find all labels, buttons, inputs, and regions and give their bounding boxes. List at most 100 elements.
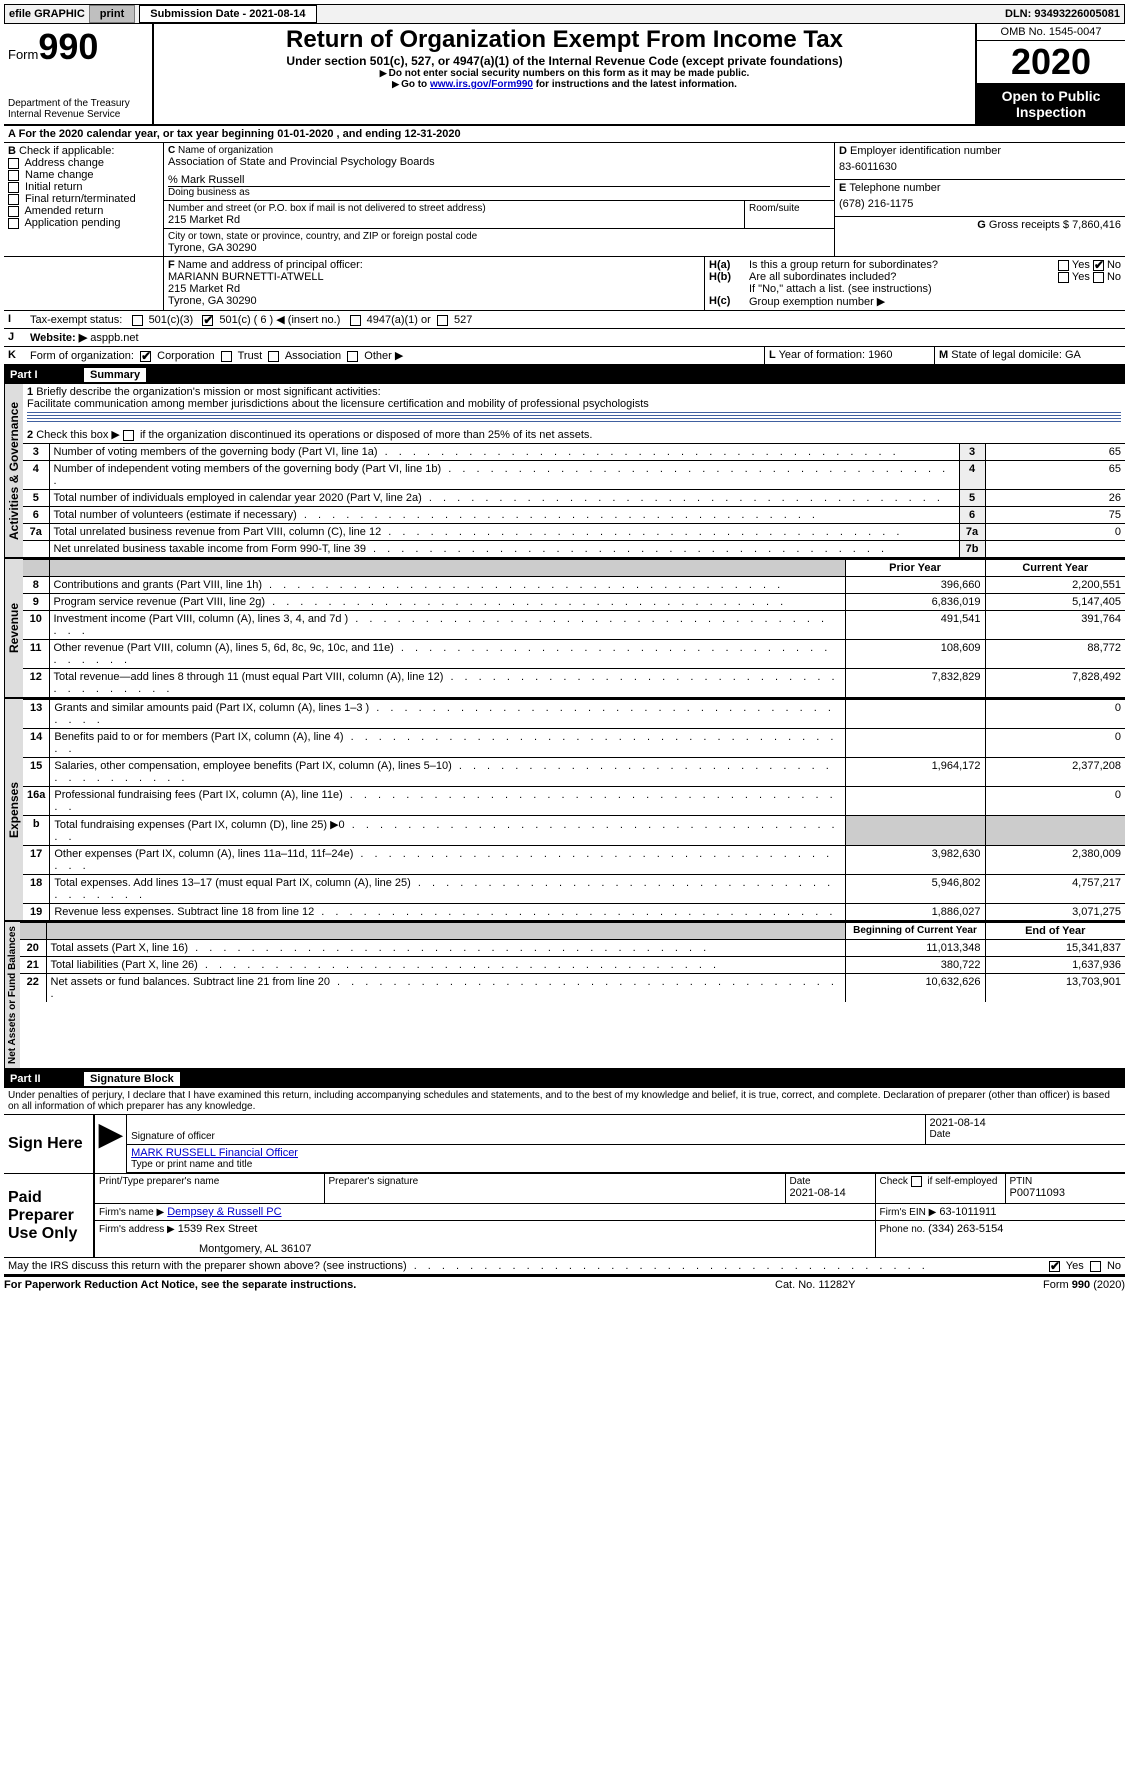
vlabel-activities: Activities & Governance bbox=[4, 384, 23, 557]
summary-row: Net unrelated business taxable income fr… bbox=[23, 541, 1125, 558]
summary-row: 7aTotal unrelated business revenue from … bbox=[23, 524, 1125, 541]
dept-label: Department of the Treasury Internal Reve… bbox=[8, 98, 148, 120]
ha-text: Is this a group return for subordinates? bbox=[749, 259, 1058, 271]
summary-row: 13Grants and similar amounts paid (Part … bbox=[23, 700, 1125, 729]
summary-row: 4Number of independent voting members of… bbox=[23, 461, 1125, 490]
vlabel-expenses: Expenses bbox=[4, 699, 23, 920]
501c3-checkbox[interactable] bbox=[132, 315, 143, 326]
tax-year: 2020 bbox=[977, 41, 1125, 84]
self-employed-checkbox[interactable] bbox=[911, 1176, 922, 1187]
room-label: Room/suite bbox=[744, 201, 834, 228]
vlabel-netassets: Net Assets or Fund Balances bbox=[4, 922, 20, 1068]
paperwork-notice: For Paperwork Reduction Act Notice, see … bbox=[4, 1279, 775, 1291]
boxK-label: Form of organization: bbox=[30, 350, 134, 362]
boxF-label: Name and address of principal officer: bbox=[178, 259, 363, 271]
org-city: Tyrone, GA 30290 bbox=[168, 242, 830, 254]
boxB-checkbox[interactable] bbox=[8, 182, 19, 193]
ha-yes-checkbox[interactable] bbox=[1058, 260, 1069, 271]
corp-checkbox[interactable] bbox=[140, 351, 151, 362]
boxB-item: Name change bbox=[8, 169, 159, 181]
ptin: P00711093 bbox=[1010, 1187, 1122, 1199]
form-footer: Form 990 (2020) bbox=[975, 1279, 1125, 1291]
gross-receipts: 7,860,416 bbox=[1072, 219, 1121, 231]
hb-yes-checkbox[interactable] bbox=[1058, 272, 1069, 283]
efile-label: efile GRAPHIC bbox=[5, 8, 85, 20]
perjury-declaration: Under penalties of perjury, I declare th… bbox=[4, 1088, 1125, 1115]
form990-link[interactable]: www.irs.gov/Form990 bbox=[430, 79, 533, 90]
other-checkbox[interactable] bbox=[347, 351, 358, 362]
officer-addr1: 215 Market Rd bbox=[168, 283, 700, 295]
boxB-title: Check if applicable: bbox=[19, 145, 114, 157]
tax-period: A For the 2020 calendar year, or tax yea… bbox=[4, 126, 1125, 143]
boxB-checkbox[interactable] bbox=[8, 158, 19, 169]
501c-checkbox[interactable] bbox=[202, 315, 213, 326]
submission-date: Submission Date - 2021-08-14 bbox=[139, 5, 316, 23]
hb-text: Are all subordinates included? bbox=[749, 271, 1058, 283]
summary-row: 10Investment income (Part VIII, column (… bbox=[23, 611, 1125, 640]
form-number: 990 bbox=[38, 26, 98, 67]
officer-name-title[interactable]: MARK RUSSELL Financial Officer bbox=[131, 1147, 1121, 1159]
form-word: Form bbox=[8, 47, 38, 62]
open-public-badge: Open to Public Inspection bbox=[977, 84, 1125, 124]
q1-label: Briefly describe the organization's miss… bbox=[36, 386, 380, 398]
prep-date: 2021-08-14 bbox=[790, 1187, 871, 1199]
boxB-checkbox[interactable] bbox=[8, 218, 19, 229]
discuss-text: May the IRS discuss this return with the… bbox=[8, 1260, 407, 1272]
dba-label: Doing business as bbox=[168, 187, 830, 198]
527-checkbox[interactable] bbox=[437, 315, 448, 326]
summary-row: 8Contributions and grants (Part VIII, li… bbox=[23, 577, 1125, 594]
officer-addr2: Tyrone, GA 30290 bbox=[168, 295, 700, 307]
print-button[interactable]: print bbox=[89, 5, 135, 23]
boxG-label: Gross receipts $ bbox=[989, 219, 1069, 231]
summary-row: 15Salaries, other compensation, employee… bbox=[23, 758, 1125, 787]
boxC-name-label: Name of organization bbox=[178, 145, 273, 156]
note-ssn: Do not enter social security numbers on … bbox=[389, 68, 750, 79]
website: asppb.net bbox=[90, 332, 138, 344]
boxB-checkbox[interactable] bbox=[8, 170, 19, 181]
summary-row: 20Total assets (Part X, line 16)11,013,3… bbox=[20, 940, 1125, 957]
dln-label: DLN: 93493226005081 bbox=[1005, 8, 1124, 20]
note-goto-b: for instructions and the latest informat… bbox=[533, 79, 737, 90]
hb-note: If "No," attach a list. (see instruction… bbox=[709, 283, 1121, 295]
vlabel-revenue: Revenue bbox=[4, 559, 23, 697]
summary-row: 9Program service revenue (Part VIII, lin… bbox=[23, 594, 1125, 611]
signature-table: Sign Here ▶ Signature of officer 2021-08… bbox=[4, 1115, 1125, 1173]
sig-officer-label: Signature of officer bbox=[131, 1131, 920, 1142]
paid-preparer-label: Paid Preparer Use Only bbox=[4, 1174, 94, 1258]
summary-row: 22Net assets or fund balances. Subtract … bbox=[20, 974, 1125, 1003]
city-label: City or town, state or province, country… bbox=[168, 231, 830, 242]
part1-header: Part I Summary bbox=[4, 366, 1125, 384]
hb-no-checkbox[interactable] bbox=[1093, 272, 1104, 283]
firm-ein: 63-1011911 bbox=[939, 1206, 996, 1218]
trust-checkbox[interactable] bbox=[221, 351, 232, 362]
boxB-item: Amended return bbox=[8, 205, 159, 217]
part2-header: Part II Signature Block bbox=[4, 1070, 1125, 1088]
boxB-checkbox[interactable] bbox=[8, 194, 19, 205]
org-co: % Mark Russell bbox=[168, 174, 830, 187]
summary-row: 5Total number of individuals employed in… bbox=[23, 490, 1125, 507]
boxE-label: Telephone number bbox=[849, 182, 940, 194]
firm-addr1: 1539 Rex Street bbox=[178, 1223, 258, 1235]
sig-date: 2021-08-14 bbox=[930, 1117, 1122, 1129]
boxD-label: Employer identification number bbox=[850, 145, 1001, 157]
firm-name[interactable]: Dempsey & Russell PC bbox=[167, 1206, 281, 1218]
identity-grid: B Check if applicable: Address change Na… bbox=[4, 143, 1125, 257]
discuss-yes-checkbox[interactable] bbox=[1049, 1261, 1060, 1272]
boxB-checkbox[interactable] bbox=[8, 206, 19, 217]
q1-answer: Facilitate communication among member ju… bbox=[27, 398, 649, 410]
form-title: Return of Organization Exempt From Incom… bbox=[158, 26, 971, 54]
summary-row: 11Other revenue (Part VIII, column (A), … bbox=[23, 640, 1125, 669]
summary-row: 12Total revenue—add lines 8 through 11 (… bbox=[23, 669, 1125, 698]
sign-here-label: Sign Here bbox=[4, 1115, 94, 1173]
ha-no-checkbox[interactable] bbox=[1093, 260, 1104, 271]
discuss-no-checkbox[interactable] bbox=[1090, 1261, 1101, 1272]
year-formation: 1960 bbox=[868, 349, 892, 361]
boxB-item: Application pending bbox=[8, 217, 159, 229]
boxB-item: Final return/terminated bbox=[8, 193, 159, 205]
officer-name: MARIANN BURNETTI-ATWELL bbox=[168, 271, 700, 283]
firm-addr2: Montgomery, AL 36107 bbox=[99, 1235, 871, 1255]
boxB-item: Address change bbox=[8, 157, 159, 169]
assoc-checkbox[interactable] bbox=[268, 351, 279, 362]
boxJ-label: Website: ▶ bbox=[30, 332, 87, 344]
4947-checkbox[interactable] bbox=[350, 315, 361, 326]
